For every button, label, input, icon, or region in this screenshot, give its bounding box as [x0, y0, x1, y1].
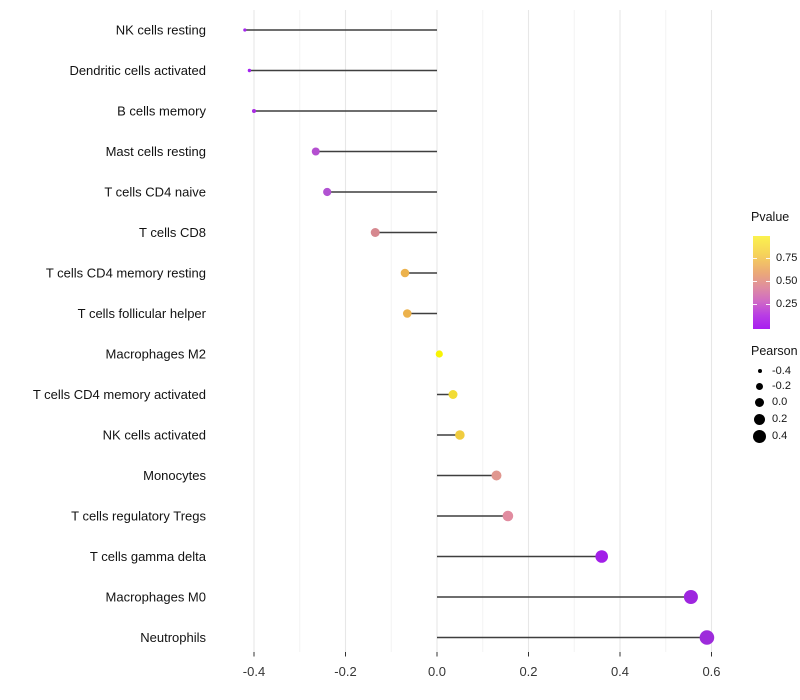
pvalue-tick-label: 0.75 [776, 251, 798, 264]
y-axis-label: Mast cells resting [106, 144, 206, 159]
y-axis-label: Dendritic cells activated [69, 63, 206, 78]
pearson-size-label: 0.2 [772, 412, 788, 425]
lollipop-dot [455, 430, 465, 440]
y-axis-label: Macrophages M2 [106, 347, 206, 362]
x-axis-tick-label: 0.4 [611, 664, 629, 679]
lollipop-dot [699, 630, 715, 645]
colorbar-tick-mark [766, 258, 770, 260]
y-axis-label: NK cells activated [103, 428, 206, 443]
pvalue-tick-label: 0.50 [776, 274, 798, 287]
colorbar-tick-mark [753, 258, 757, 260]
y-axis-label: B cells memory [117, 104, 206, 119]
y-axis-label: T cells gamma delta [90, 549, 207, 564]
colorbar-tick-mark [766, 304, 770, 306]
lollipop-dot [491, 470, 502, 481]
y-axis-label: Monocytes [143, 468, 206, 483]
lollipop-dot [243, 28, 247, 32]
y-axis-label: NK cells resting [116, 23, 206, 38]
legend-pvalue-title: Pvalue [751, 210, 790, 224]
pearson-size-label: 0.4 [772, 430, 788, 442]
y-axis-label: Neutrophils [140, 630, 206, 645]
y-axis-label: T cells CD8 [139, 225, 206, 240]
pearson-size-dot [756, 383, 763, 390]
pearson-size-dot [755, 398, 764, 407]
x-axis-tick-label: 0.0 [428, 664, 446, 679]
y-axis-label: T cells follicular helper [78, 306, 207, 321]
lollipop-dot [402, 309, 412, 318]
lollipop-dot [400, 268, 410, 278]
pearson-size-label: -0.4 [772, 364, 791, 377]
x-axis-tick-label: 0.6 [702, 664, 720, 679]
lollipop-dot [311, 147, 320, 156]
y-axis-label: T cells CD4 naive [104, 185, 206, 200]
colorbar-tick-mark [766, 281, 770, 283]
pearson-size-label: 0.0 [772, 396, 788, 408]
lollipop-dot [247, 68, 252, 73]
colorbar-tick-mark [753, 304, 757, 306]
pearson-size-label: -0.2 [772, 380, 791, 392]
pearson-size-dot [754, 413, 765, 425]
y-axis-label: T cells CD4 memory activated [33, 387, 206, 402]
y-axis-label: Macrophages M0 [106, 590, 206, 605]
pvalue-tick-label: 0.25 [776, 297, 798, 310]
pvalue-colorbar [753, 236, 770, 329]
lollipop-dot [595, 550, 608, 563]
legend-pearson-title: Pearson [751, 344, 798, 358]
lollipop-dot [323, 187, 332, 197]
x-axis-tick-label: 0.2 [519, 664, 537, 679]
lollipop-dot [683, 590, 698, 604]
y-axis-label: T cells CD4 memory resting [46, 266, 206, 281]
y-axis-label: T cells regulatory Tregs [71, 509, 206, 524]
pearson-size-dot [757, 369, 762, 373]
lollipop-dot [435, 350, 443, 358]
x-axis-tick-label: -0.4 [243, 664, 265, 679]
lollipop-dot [252, 109, 256, 113]
x-axis-tick-label: -0.2 [334, 664, 356, 679]
lollipop-dot [370, 228, 380, 237]
pearson-size-dot [753, 430, 766, 443]
colorbar-tick-mark [753, 281, 757, 283]
lollipop-dot [502, 510, 514, 522]
lollipop-dot [448, 390, 458, 399]
